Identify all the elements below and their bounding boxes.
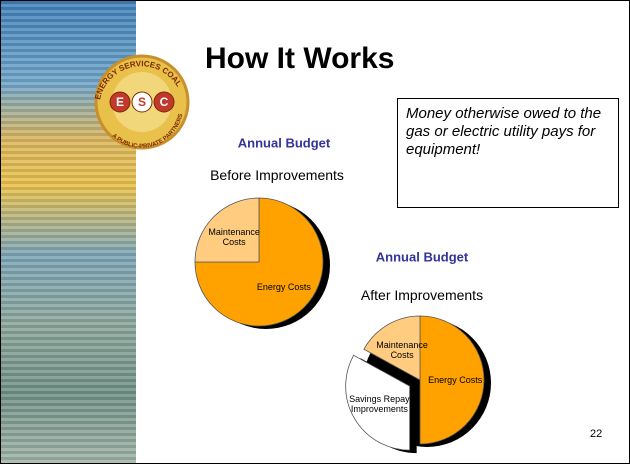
slide: ENERGY SERVICES COALITION A PUBLIC-PRIVA… [0, 0, 630, 464]
slide-frame [0, 0, 630, 464]
